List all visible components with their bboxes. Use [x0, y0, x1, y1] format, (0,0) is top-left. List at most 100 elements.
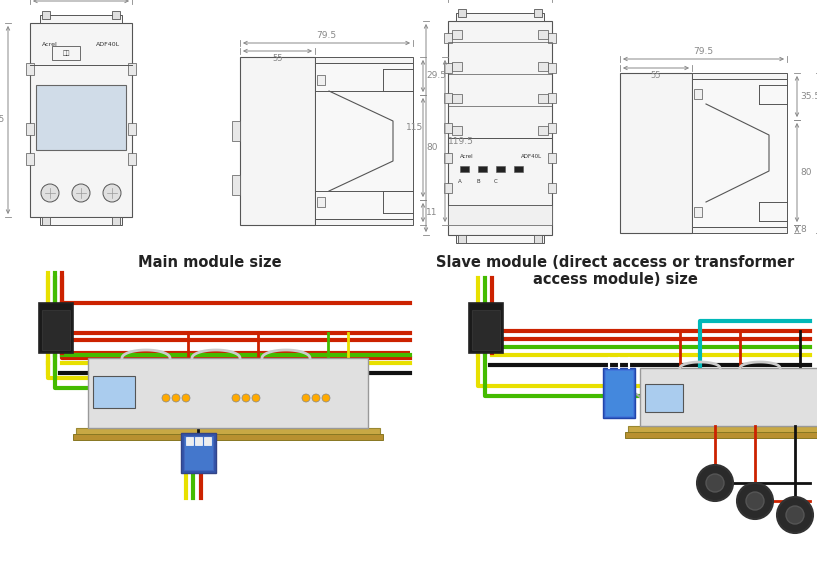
Bar	[448, 21, 552, 235]
Bar	[458, 235, 466, 243]
Bar	[534, 9, 542, 17]
Bar	[26, 123, 34, 135]
Bar	[603, 368, 635, 418]
Bar	[186, 437, 193, 445]
Text: 11: 11	[426, 208, 437, 217]
Bar	[496, 166, 505, 172]
Text: Acrel: Acrel	[460, 153, 474, 159]
Circle shape	[312, 394, 320, 402]
Bar	[692, 73, 787, 79]
Bar	[605, 370, 633, 416]
Bar	[315, 57, 413, 63]
Bar	[456, 235, 544, 243]
Bar	[317, 75, 325, 85]
Circle shape	[746, 492, 764, 510]
Bar	[692, 202, 706, 227]
Circle shape	[252, 394, 260, 402]
Bar	[88, 358, 368, 428]
Circle shape	[697, 465, 733, 501]
Bar	[232, 121, 240, 141]
Text: 79.5: 79.5	[316, 31, 337, 40]
Bar	[317, 197, 325, 207]
Circle shape	[182, 394, 190, 402]
Bar	[469, 303, 503, 353]
Bar	[112, 11, 120, 19]
Bar	[694, 207, 702, 217]
Bar	[538, 94, 548, 103]
Text: Slave module (direct access or transformer
access module) size: Slave module (direct access or transform…	[436, 255, 794, 287]
Bar	[39, 303, 73, 353]
Bar	[76, 428, 380, 436]
Circle shape	[232, 394, 240, 402]
Bar	[620, 73, 692, 233]
Bar	[548, 153, 556, 163]
Circle shape	[737, 483, 773, 519]
Text: 8: 8	[800, 224, 806, 234]
Bar	[692, 79, 706, 104]
Bar	[52, 46, 80, 60]
Bar	[472, 310, 500, 350]
Circle shape	[162, 394, 170, 402]
Bar	[692, 79, 787, 227]
Bar	[538, 30, 548, 39]
Text: ADF40L: ADF40L	[521, 153, 542, 159]
Bar	[42, 11, 50, 19]
Bar	[452, 62, 462, 71]
Bar	[128, 123, 136, 135]
Bar	[448, 205, 552, 225]
Circle shape	[777, 497, 813, 533]
Bar	[640, 368, 817, 426]
Bar	[444, 63, 452, 73]
Bar	[452, 94, 462, 103]
Bar	[534, 235, 542, 243]
Bar	[452, 126, 462, 135]
Bar	[645, 384, 683, 412]
Bar	[628, 426, 817, 434]
Text: 119.5: 119.5	[448, 136, 474, 146]
Bar	[240, 57, 315, 225]
Bar	[204, 437, 211, 445]
Bar	[315, 63, 329, 91]
Bar	[444, 153, 452, 163]
Bar	[315, 63, 413, 219]
Bar	[444, 183, 452, 193]
Bar	[444, 123, 452, 133]
Circle shape	[41, 184, 59, 202]
Bar	[456, 13, 544, 21]
Bar	[195, 437, 202, 445]
Bar	[315, 219, 413, 225]
Circle shape	[322, 394, 330, 402]
Text: Acrel: Acrel	[42, 43, 58, 47]
Bar	[548, 63, 556, 73]
Circle shape	[786, 506, 804, 524]
Text: 29.5: 29.5	[426, 72, 446, 80]
Bar	[478, 166, 487, 172]
Text: ADF40L: ADF40L	[96, 43, 120, 47]
Text: 配件: 配件	[62, 50, 69, 56]
Text: A: A	[458, 179, 462, 184]
Bar	[73, 434, 383, 440]
Bar	[40, 15, 122, 23]
Text: 55: 55	[272, 54, 283, 63]
Bar	[42, 310, 70, 350]
Bar	[548, 93, 556, 103]
Circle shape	[242, 394, 250, 402]
Bar	[181, 433, 216, 473]
Text: 80: 80	[426, 143, 437, 152]
Text: 80: 80	[800, 168, 811, 177]
Text: B: B	[476, 179, 480, 184]
Bar	[42, 217, 50, 225]
Circle shape	[103, 184, 121, 202]
Bar	[315, 191, 329, 219]
Circle shape	[302, 394, 310, 402]
Bar	[26, 63, 34, 75]
Text: 55: 55	[651, 71, 661, 80]
Bar	[692, 227, 787, 233]
Bar	[112, 217, 120, 225]
Bar	[514, 166, 523, 172]
Bar	[548, 33, 556, 43]
Bar	[184, 436, 213, 470]
Text: Main module size: Main module size	[138, 255, 282, 270]
Circle shape	[706, 474, 724, 492]
Text: 35.5: 35.5	[800, 92, 817, 101]
